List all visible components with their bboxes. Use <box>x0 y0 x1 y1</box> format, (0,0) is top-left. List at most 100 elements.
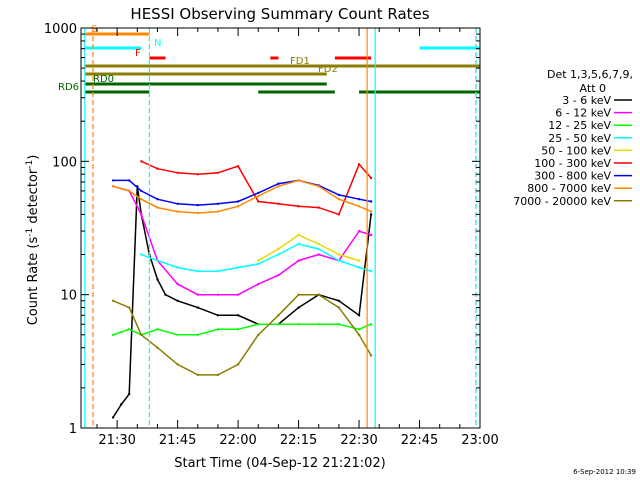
data-point <box>128 328 131 331</box>
x-tick-label: 22:00 <box>219 433 256 448</box>
data-point <box>236 200 240 203</box>
data-point <box>297 306 300 309</box>
legend-header-2: Att 0 <box>580 82 606 95</box>
data-point <box>337 213 341 216</box>
flag-label-rd6: RD6 <box>58 82 79 93</box>
data-point <box>277 182 280 185</box>
legend-label: 7000 - 20000 keV <box>513 195 611 208</box>
flag-label-fd1: FD1 <box>290 56 310 67</box>
data-point <box>337 323 341 326</box>
data-point <box>357 259 361 262</box>
data-point <box>257 323 260 326</box>
data-point <box>111 299 115 302</box>
data-point <box>111 416 115 419</box>
y-axis-label-main: Count Rate (s <box>26 237 41 326</box>
data-point <box>277 185 280 188</box>
legend-label: 100 - 300 keV <box>534 157 611 170</box>
data-point <box>176 282 179 286</box>
data-point <box>128 392 131 396</box>
data-point <box>277 202 280 205</box>
legend-label: 12 - 25 keV <box>548 119 611 132</box>
data-point <box>164 293 167 296</box>
data-point <box>337 198 341 201</box>
data-point <box>196 211 199 215</box>
data-point <box>277 247 280 251</box>
data-point <box>277 323 280 326</box>
data-point <box>257 282 260 286</box>
data-point <box>236 293 240 296</box>
data-point <box>297 205 300 208</box>
legend-label: 6 - 12 keV <box>555 107 611 120</box>
data-point <box>337 253 341 256</box>
y-axis-label-end: ) <box>26 155 41 160</box>
legend-label: 25 - 50 keV <box>548 132 611 145</box>
series-8 <box>111 293 373 377</box>
data-point <box>176 266 179 269</box>
y-tick-label: 10 <box>60 289 77 304</box>
data-point <box>128 189 131 193</box>
data-point <box>236 165 240 168</box>
series-6 <box>111 179 373 207</box>
series-2 <box>111 323 373 336</box>
series-4 <box>257 233 361 262</box>
y-tick-label: 1 <box>69 422 77 437</box>
legend-label: 800 - 7000 keV <box>527 182 611 195</box>
data-point <box>196 173 199 176</box>
plot-area <box>81 28 480 428</box>
data-point <box>317 247 320 251</box>
x-tick-label: 22:45 <box>401 433 438 448</box>
data-point <box>236 266 240 269</box>
data-point <box>216 373 220 377</box>
data-point <box>369 323 373 326</box>
data-point <box>297 242 300 246</box>
flag-label-fd2: FD2 <box>318 64 338 75</box>
data-point <box>257 194 260 198</box>
data-point <box>277 314 280 317</box>
data-point <box>257 259 260 262</box>
data-point <box>369 213 373 216</box>
data-point <box>196 203 199 207</box>
data-point <box>337 193 341 197</box>
data-point <box>236 205 240 208</box>
data-point <box>357 314 361 317</box>
plot-background <box>81 28 480 428</box>
data-point <box>140 160 143 163</box>
y-tick-label: 1000 <box>44 22 77 37</box>
data-point <box>297 323 300 326</box>
flag-label-rd0: RD0 <box>93 74 114 85</box>
data-point <box>156 206 159 209</box>
data-point <box>216 293 220 296</box>
data-point <box>111 333 115 336</box>
data-point <box>357 328 361 331</box>
data-point <box>317 185 320 188</box>
data-point <box>317 293 320 296</box>
data-point <box>176 299 179 302</box>
data-point <box>257 200 260 203</box>
chart-title: HESSI Observing Summary Count Rates <box>130 5 429 23</box>
data-point <box>156 259 159 262</box>
x-tick-label: 22:30 <box>340 433 377 448</box>
data-point <box>236 314 240 317</box>
flag-label-s: S <box>91 24 97 35</box>
data-point <box>369 233 373 237</box>
data-point <box>176 363 179 366</box>
data-point <box>216 314 220 317</box>
x-tick-label: 22:15 <box>280 433 317 448</box>
date-stamp: 6-Sep-2012 10:39 <box>573 468 636 476</box>
data-point <box>176 171 179 174</box>
data-point <box>236 328 240 331</box>
data-point <box>111 185 115 188</box>
data-point <box>369 176 373 180</box>
legend-label: 300 - 800 keV <box>534 170 611 183</box>
data-point <box>317 206 320 209</box>
y-tick-label: 100 <box>52 155 77 170</box>
x-tick-label: 23:00 <box>461 433 498 448</box>
data-point <box>196 373 199 377</box>
legend-header-1: Det 1,3,5,6,7,9, <box>547 68 633 81</box>
data-point <box>297 233 300 237</box>
data-point <box>216 210 220 213</box>
data-point <box>140 189 143 193</box>
data-point <box>257 262 260 266</box>
legend-label: 3 - 6 keV <box>562 94 611 107</box>
data-point <box>156 278 159 281</box>
